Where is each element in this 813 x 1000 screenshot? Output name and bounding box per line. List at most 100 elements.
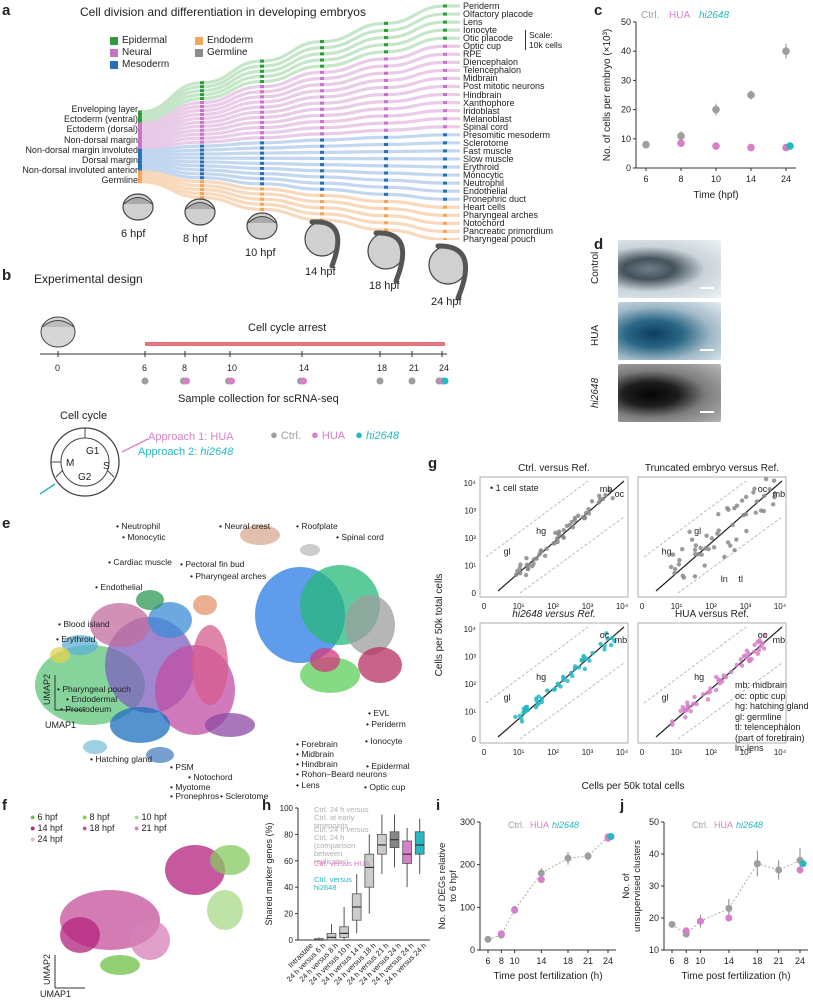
y-tick-label: 20 [649,913,659,923]
cluster-label: • Midbrain [296,749,334,759]
cell-state-point [761,646,767,651]
point-label: hg [536,672,546,682]
stage-marker [443,149,447,153]
cell-state-point [538,548,544,553]
cell-state-point [753,510,758,515]
right-cell-type-label: Pancreatic primordium [463,226,554,237]
y-tick-label: 40 [621,46,631,56]
stage-marker [320,126,324,130]
cell-state-point [608,642,614,648]
box [402,840,412,864]
legend-label: 21 hpf [141,823,167,833]
stage-marker [260,110,264,114]
cluster-label: • Lens [296,780,320,790]
flow-stream [139,125,460,150]
stage-marker [320,138,324,142]
x-tick-label: 14 [724,956,734,966]
cell-state-point [560,674,566,679]
cell-state-point [702,563,707,568]
stage-marker [443,85,447,88]
cell-state-point [565,678,570,684]
scale-value: 10k cells [529,40,563,50]
cell-state-point [534,556,539,561]
flow-stream [139,76,460,136]
cell-state-point [692,694,697,700]
sample-dot [228,377,235,385]
stage-marker [443,229,447,233]
legend-dot: ● [311,427,319,442]
stage-marker [443,109,447,113]
scale-bar-label: Scale: 10k cells [525,30,562,50]
umap-cluster [210,845,250,875]
cell-state-point [513,572,519,577]
flow-stream [139,44,460,126]
cluster-label: • Erythroid [56,634,96,644]
cell-state-point [670,552,676,557]
cell-state-point [680,547,685,552]
key-entry: ln: lens [735,743,764,753]
cell-state-point [771,478,777,483]
stage-marker [384,36,388,40]
left-lineage-label: Enveloping layer [71,104,138,114]
cell-state-point [680,704,685,710]
x-axis-label: Cells per 50k total cells [582,781,685,792]
point-label: mb [773,489,786,499]
y-tick-label: 80 [284,830,293,839]
legend-dot: ● [355,427,363,442]
umap-y-label: UMAP2 [42,674,52,705]
cell-state-point [561,535,566,540]
stage-marker [138,146,142,150]
cell-state-point [582,666,588,672]
umap-cluster [165,845,225,895]
sample-dot [408,377,416,385]
umap-y-label: UMAP2 [42,954,52,985]
right-cell-type-label: Xanthophore [463,97,515,108]
stage-marker [443,12,447,16]
embryo-cap [185,202,215,210]
stage-marker [260,126,264,130]
cell-state-point [692,574,698,579]
point-label: tl [739,574,744,584]
cluster-label: • Epidermal [366,761,410,771]
right-cell-type-label: Midbrain [463,73,498,84]
stage-marker [443,181,447,185]
stage-marker [320,193,324,197]
cell-state-point [677,557,682,563]
legend-label: 18 hpf [89,823,115,833]
umap-cluster [192,625,228,705]
embryo-photo [618,240,721,298]
panel-label-f: f [2,797,7,814]
stage-marker [138,134,142,138]
cell-state-point [673,566,678,572]
cell-state-point [603,492,608,498]
stage-marker [320,76,324,80]
cell-state-point [525,566,530,572]
scatter-title: Truncated embryo versus Ref. [645,463,779,474]
stage-marker [138,144,142,148]
legend-item: ● 14 hpf [30,823,62,833]
cell-state-point [720,679,725,684]
stage-marker [260,141,264,145]
stage-marker [384,93,388,97]
stage-marker [443,197,447,201]
cycle-divider [55,469,64,478]
cell-state-point [517,565,523,571]
scatter-annotation: • 1 cell state [490,483,539,493]
stage-marker [138,156,142,160]
stage-marker [260,177,264,181]
key-entry: (part of forebrain) [735,732,805,743]
stage-marker [200,192,204,196]
flow-stream [139,172,460,217]
umap-cluster [240,525,280,545]
cell-state-point [583,510,589,516]
cell-state-point [767,487,772,492]
stage-marker [320,187,324,191]
right-cell-type-label: Erythroid [463,161,500,172]
y-tick-label: 0 [472,589,477,598]
fold-line [485,626,589,704]
data-point [564,854,572,862]
panel-e-umap: UMAP1 UMAP2 [35,525,402,763]
stage-marker [320,169,324,173]
x-tick-label: 10³ [740,748,752,757]
stage-marker [260,80,264,84]
